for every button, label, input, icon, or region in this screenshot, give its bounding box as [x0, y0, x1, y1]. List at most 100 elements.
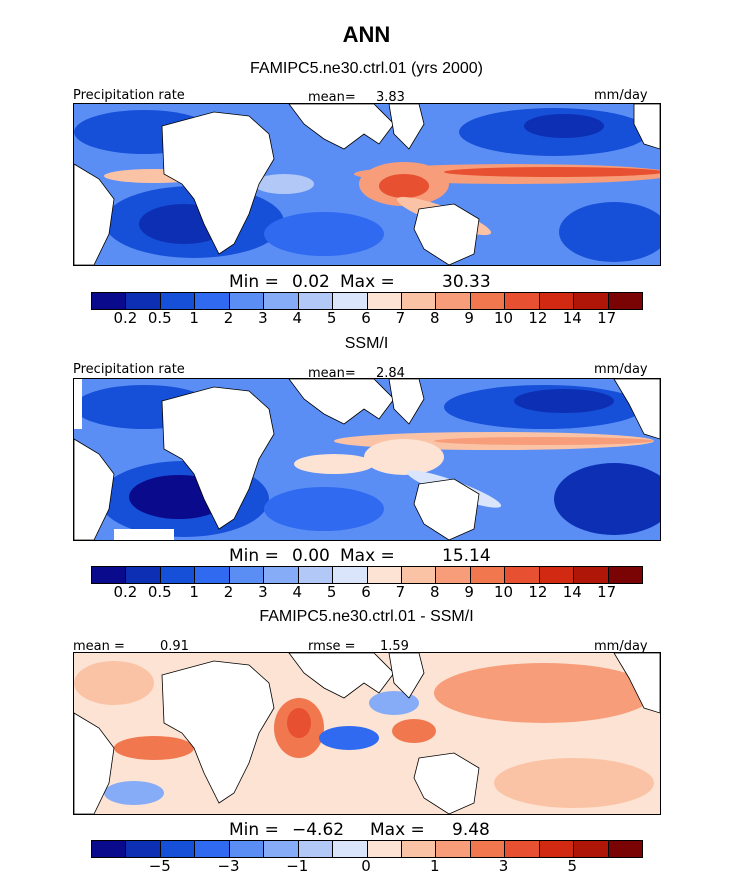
colorbar-swatch [367, 567, 402, 583]
colorbar-tick-label: 0 [361, 857, 371, 875]
diff-wet-atlantic-s [114, 736, 194, 760]
colorbar-swatch [539, 293, 575, 309]
colorbar-tick-label: 0.5 [147, 583, 172, 601]
colorbar-swatch [160, 567, 196, 583]
obs-dry-pacific-s [554, 463, 660, 535]
colorbar-swatch [229, 567, 265, 583]
obs-missing-south [114, 529, 174, 540]
colorbar-tick-label: 7 [395, 309, 406, 327]
colorbar-tick-label: 10 [493, 309, 514, 327]
colorbar-tick-label: 12 [528, 309, 548, 327]
colorbar-tick-label: 3 [258, 309, 268, 327]
colorbar-swatch [264, 567, 299, 583]
model-precip-map [73, 103, 661, 266]
diff-dry-atlantic-s [104, 781, 164, 805]
diff-mean-value: 0.91 [160, 639, 189, 654]
colorbar-tick-label: 6 [361, 583, 371, 601]
colorbar-swatch [298, 293, 334, 309]
obs-land-se-asia [388, 379, 425, 425]
obs-panel-title: SSM/I [344, 335, 389, 352]
colorbar-swatch [505, 567, 540, 583]
obs-land-arabia-india [288, 379, 395, 425]
diff-land-arabia-india [288, 653, 395, 699]
model-dry-pacific-n-core [524, 114, 604, 138]
obs-land-africa [161, 386, 275, 530]
diff-precip-map [73, 652, 661, 815]
obs-mean-value: 2.84 [376, 366, 405, 381]
model-max-value: 30.33 [442, 272, 491, 292]
obs-variable-label: Precipitation rate [73, 362, 185, 377]
colorbar-tick-label: 0.2 [113, 309, 138, 327]
model-colorbar [91, 292, 643, 310]
diff-rmse-value: 1.59 [380, 639, 409, 654]
diff-colorbar [91, 840, 643, 858]
obs-land-central-america [613, 379, 660, 440]
colorbar-swatch [126, 841, 161, 857]
colorbar-tick-label: 14 [562, 583, 582, 601]
obs-units-label: mm/day [594, 362, 648, 377]
obs-max-value: 15.14 [442, 546, 491, 566]
colorbar-swatch [333, 567, 368, 583]
colorbar-swatch [160, 293, 196, 309]
colorbar-tick-label: 14 [562, 309, 582, 327]
diff-land-africa [161, 660, 275, 804]
colorbar-swatch [333, 841, 368, 857]
colorbar-swatch [505, 293, 540, 309]
colorbar-swatch [470, 841, 506, 857]
diff-dry-maritime [369, 691, 419, 715]
obs-colorbar-ticks: 0.2 0.5 1 2 3 4 5 6 7 8 9 10 12 14 17 [91, 583, 641, 601]
obs-land-australia [413, 478, 480, 540]
colorbar-swatch [367, 293, 402, 309]
colorbar-swatch [195, 567, 230, 583]
obs-land-south-america [74, 438, 115, 540]
colorbar-swatch [367, 841, 402, 857]
colorbar-swatch [195, 841, 230, 857]
colorbar-tick-label: 3 [498, 857, 509, 875]
diff-max-label: Max = [370, 820, 425, 840]
colorbar-tick-label: 1 [189, 583, 199, 601]
colorbar-tick-label: 3 [258, 583, 268, 601]
colorbar-tick-label: 5 [567, 857, 578, 875]
colorbar-tick-label: 4 [292, 583, 303, 601]
colorbar-tick-label: 17 [597, 583, 617, 601]
colorbar-tick-label: 2 [223, 309, 234, 327]
diff-panel-title: FAMIPC5.ne30.ctrl.01 - SSM/I [259, 608, 474, 625]
model-warmpool-core [379, 174, 429, 198]
colorbar-tick-label: 8 [429, 309, 440, 327]
obs-min-label: Min = [229, 546, 279, 566]
colorbar-swatch [401, 293, 437, 309]
obs-warmpool [364, 439, 444, 475]
model-dry-indian-s [264, 212, 384, 256]
colorbar-tick-label: 0.5 [147, 309, 172, 327]
colorbar-tick-label: 17 [597, 309, 617, 327]
colorbar-swatch [333, 293, 368, 309]
colorbar-tick-label: 8 [429, 583, 440, 601]
obs-mean-label: mean= [308, 366, 356, 381]
colorbar-swatch [608, 293, 642, 309]
colorbar-swatch [539, 567, 575, 583]
model-mean-label: mean= [308, 90, 356, 105]
model-land-australia [413, 203, 480, 265]
colorbar-tick-label: 6 [361, 309, 371, 327]
model-land-se-asia [388, 104, 425, 150]
obs-itcz-core [434, 437, 654, 445]
diff-wet-pacific-n [434, 663, 654, 723]
colorbar-swatch [298, 841, 334, 857]
colorbar-swatch [229, 841, 265, 857]
diff-rmse-label: rmse = [308, 639, 356, 654]
colorbar-swatch [574, 841, 609, 857]
colorbar-swatch [92, 293, 127, 309]
diff-max-value: 9.48 [452, 820, 490, 840]
colorbar-swatch [92, 841, 127, 857]
colorbar-swatch [470, 567, 506, 583]
colorbar-swatch [401, 567, 437, 583]
colorbar-swatch [229, 293, 265, 309]
colorbar-swatch [608, 567, 642, 583]
obs-dry-pacific-n-core [514, 389, 614, 413]
colorbar-swatch [436, 567, 471, 583]
colorbar-tick-label: 1 [429, 857, 440, 875]
colorbar-swatch [436, 841, 471, 857]
colorbar-swatch [505, 841, 540, 857]
diff-wet-indian-core [287, 708, 311, 738]
model-variable-label: Precipitation rate [73, 88, 185, 103]
